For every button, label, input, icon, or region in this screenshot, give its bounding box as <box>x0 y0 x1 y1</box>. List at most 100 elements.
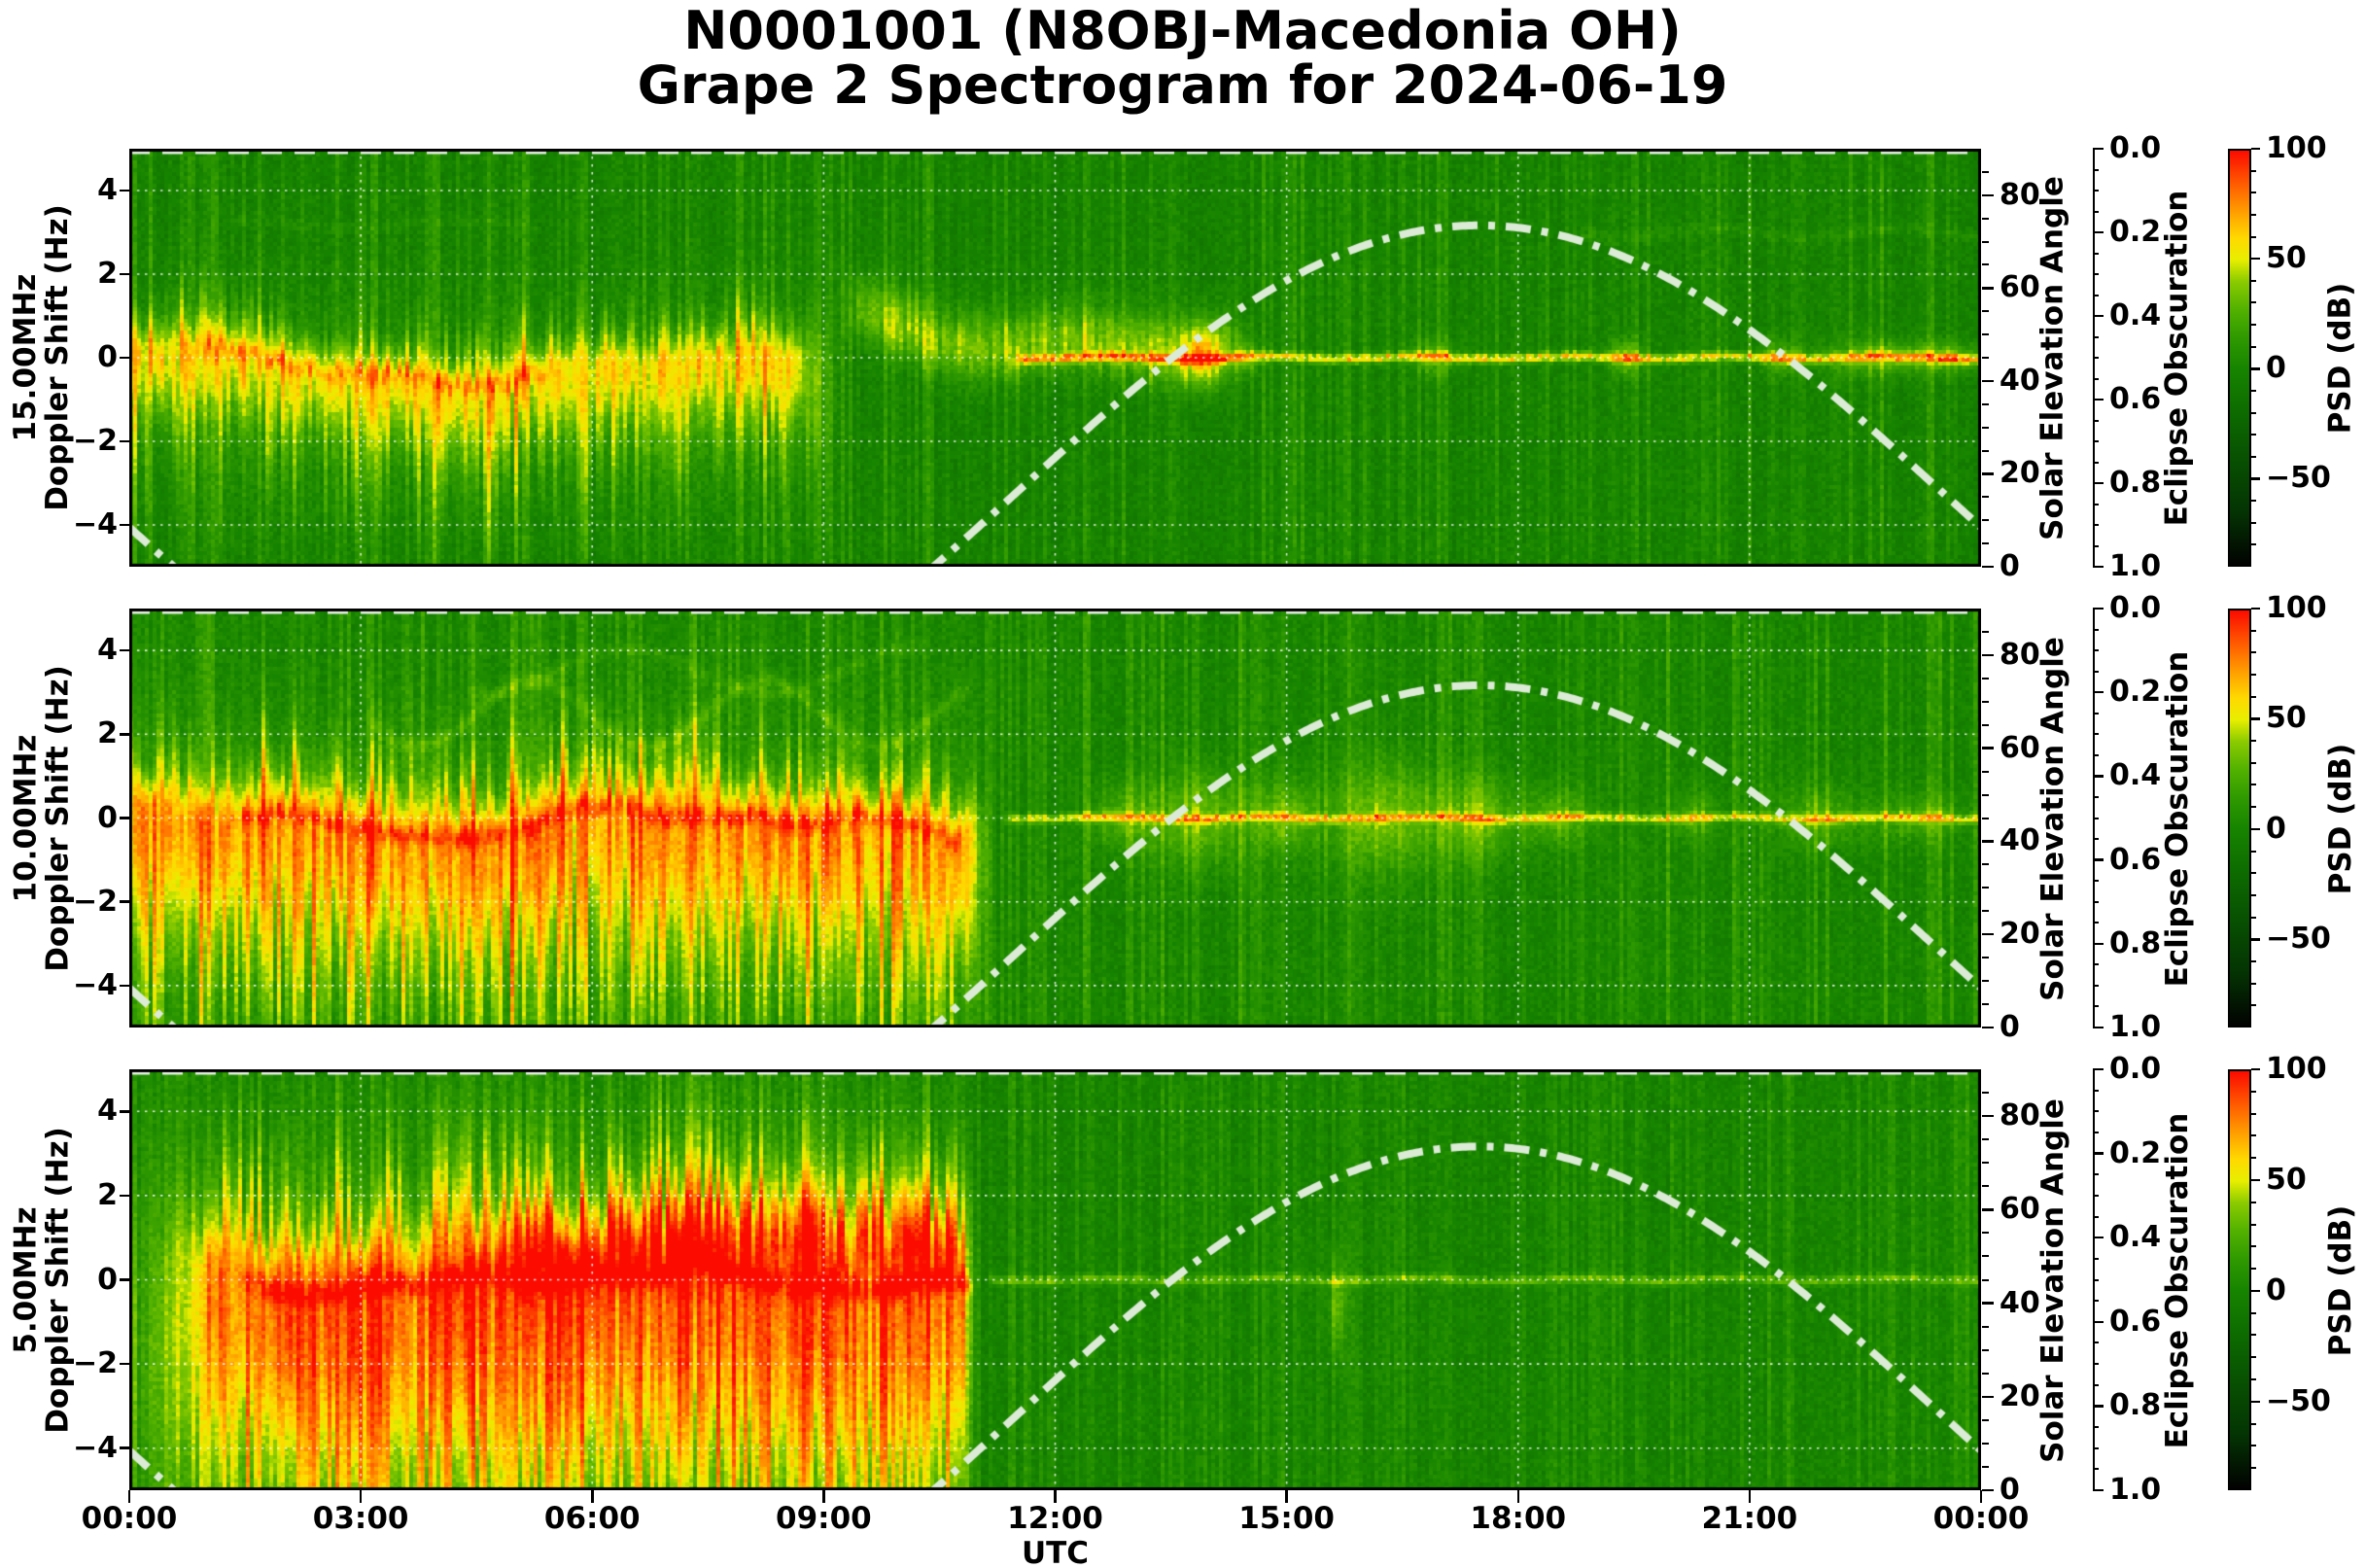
colorbar-minor-tick <box>2251 1245 2256 1248</box>
spectrogram-canvas-15mhz <box>129 149 1981 567</box>
eclipse-minor-tick <box>2093 1005 2099 1008</box>
colorbar-minor-tick <box>2251 500 2256 503</box>
eclipse-minor-tick <box>2093 461 2099 464</box>
solar-tick <box>1982 472 1994 475</box>
eclipse-minor-tick <box>2093 795 2099 798</box>
colorbar-tick <box>2251 477 2260 480</box>
colorbar-minor-tick <box>2251 1378 2256 1381</box>
solar-minor-tick <box>1982 700 1989 703</box>
solar-minor-tick <box>1982 1372 1989 1375</box>
eclipse-tick <box>2093 690 2104 694</box>
eclipse-minor-tick <box>2093 753 2099 756</box>
eclipse-tick-label: 0.2 <box>2109 675 2162 710</box>
eclipse-minor-tick <box>2093 649 2099 652</box>
solar-tick <box>1982 1114 1994 1118</box>
utc-tick-label: 00:00 <box>81 1501 178 1536</box>
colorbar-tick-label: 50 <box>2266 1162 2307 1197</box>
solar-tick <box>1982 1026 1994 1029</box>
solar-minor-tick <box>1982 1138 1989 1141</box>
utc-tick-label: 09:00 <box>776 1501 872 1536</box>
solar-minor-tick <box>1982 910 1989 913</box>
colorbar-minor-tick <box>2251 850 2256 853</box>
utc-tick <box>1516 1490 1519 1503</box>
eclipse-tick <box>2093 147 2104 151</box>
eclipse-tick-label: 0.6 <box>2109 842 2162 877</box>
colorbar-tick-label: 0 <box>2266 811 2286 846</box>
doppler-tick-label: −2 <box>72 884 118 919</box>
solar-minor-tick <box>1982 1465 1989 1468</box>
colorbar-minor-tick <box>2251 806 2256 809</box>
solar-minor-tick <box>1982 1442 1989 1445</box>
colorbar-tick <box>2251 1400 2260 1404</box>
eclipse-tick <box>2093 1236 2104 1239</box>
eclipse-minor-tick <box>2093 377 2099 380</box>
eclipse-minor-tick <box>2093 1468 2099 1471</box>
doppler-tick-label: −4 <box>72 1430 118 1465</box>
colorbar-minor-tick <box>2251 1445 2256 1447</box>
colorbar-minor-tick <box>2251 192 2256 194</box>
psd-colorbar-label: PSD (dB) <box>2322 282 2358 435</box>
eclipse-tick-label: 0.8 <box>2109 466 2162 500</box>
solar-tick <box>1982 1395 1994 1399</box>
eclipse-minor-tick <box>2093 503 2099 505</box>
doppler-tick <box>120 1194 129 1198</box>
solar-minor-tick <box>1982 793 1989 796</box>
eclipse-minor-tick <box>2093 1426 2099 1429</box>
eclipse-minor-tick <box>2093 880 2099 883</box>
colorbar-minor-tick <box>2251 629 2256 632</box>
eclipse-tick-label: 0.6 <box>2109 1304 2162 1339</box>
solar-minor-tick <box>1982 1185 1989 1188</box>
eclipse-minor-tick <box>2093 1173 2099 1176</box>
eclipse-tick-label: 0.2 <box>2109 215 2162 249</box>
solar-minor-tick <box>1982 677 1989 679</box>
doppler-tick <box>120 1446 129 1449</box>
eclipse-minor-tick <box>2093 1215 2099 1218</box>
doppler-tick <box>120 272 129 276</box>
eclipse-minor-tick <box>2093 817 2099 819</box>
eclipse-minor-tick <box>2093 922 2099 924</box>
solar-tick-label: 40 <box>2000 363 2040 398</box>
eclipse-minor-tick <box>2093 190 2099 192</box>
solar-tick-label: 0 <box>2000 549 2020 583</box>
colorbar-minor-tick <box>2251 324 2256 327</box>
eclipse-tick-label: 0.6 <box>2109 382 2162 416</box>
utc-tick <box>1054 1490 1057 1503</box>
eclipse-tick <box>2093 775 2104 778</box>
colorbar-minor-tick <box>2251 1157 2256 1160</box>
doppler-tick-label: 0 <box>97 1262 118 1297</box>
doppler-tick <box>120 984 129 988</box>
colorbar-tick-label: 50 <box>2266 701 2307 736</box>
colorbar-tick-label: 100 <box>2266 1052 2327 1086</box>
solar-elevation-axis-label: Solar Elevation Angle <box>2035 636 2070 1001</box>
figure-title-line1: N0001001 (N8OBJ-Macedonia OH) <box>683 0 1682 61</box>
solar-minor-tick <box>1982 817 1989 819</box>
eclipse-tick <box>2093 1152 2104 1155</box>
utc-tick-label: 03:00 <box>312 1501 409 1536</box>
doppler-tick-label: −4 <box>72 967 118 1002</box>
colorbar-tick <box>2251 1067 2260 1071</box>
eclipse-tick <box>2093 481 2104 485</box>
eclipse-tick <box>2093 858 2104 861</box>
eclipse-minor-tick <box>2093 1300 2099 1303</box>
colorbar-tick-label: −50 <box>2266 1383 2331 1418</box>
solar-tick <box>1982 653 1994 657</box>
eclipse-obscuration-axis-label: Eclipse Obscuration <box>2159 190 2195 527</box>
colorbar-tick <box>2251 1289 2260 1293</box>
doppler-tick <box>120 439 129 443</box>
doppler-tick-label: 2 <box>97 257 118 291</box>
solar-minor-tick <box>1982 980 1989 983</box>
doppler-tick-label: 0 <box>97 340 118 374</box>
doppler-tick <box>120 817 129 819</box>
solar-minor-tick <box>1982 449 1989 452</box>
doppler-tick-label: −4 <box>72 507 118 541</box>
eclipse-minor-tick <box>2093 1194 2099 1197</box>
eclipse-minor-tick <box>2093 900 2099 903</box>
utc-tick-label: 21:00 <box>1701 1501 1798 1536</box>
colorbar-minor-tick <box>2251 1112 2256 1115</box>
eclipse-tick-label: 0.4 <box>2109 758 2162 793</box>
solar-tick <box>1982 1208 1994 1211</box>
doppler-tick-label: 4 <box>97 633 118 668</box>
solar-minor-tick <box>1982 170 1989 173</box>
spectrogram-canvas-10mhz <box>129 609 1981 1028</box>
eclipse-tick <box>2093 1067 2104 1071</box>
